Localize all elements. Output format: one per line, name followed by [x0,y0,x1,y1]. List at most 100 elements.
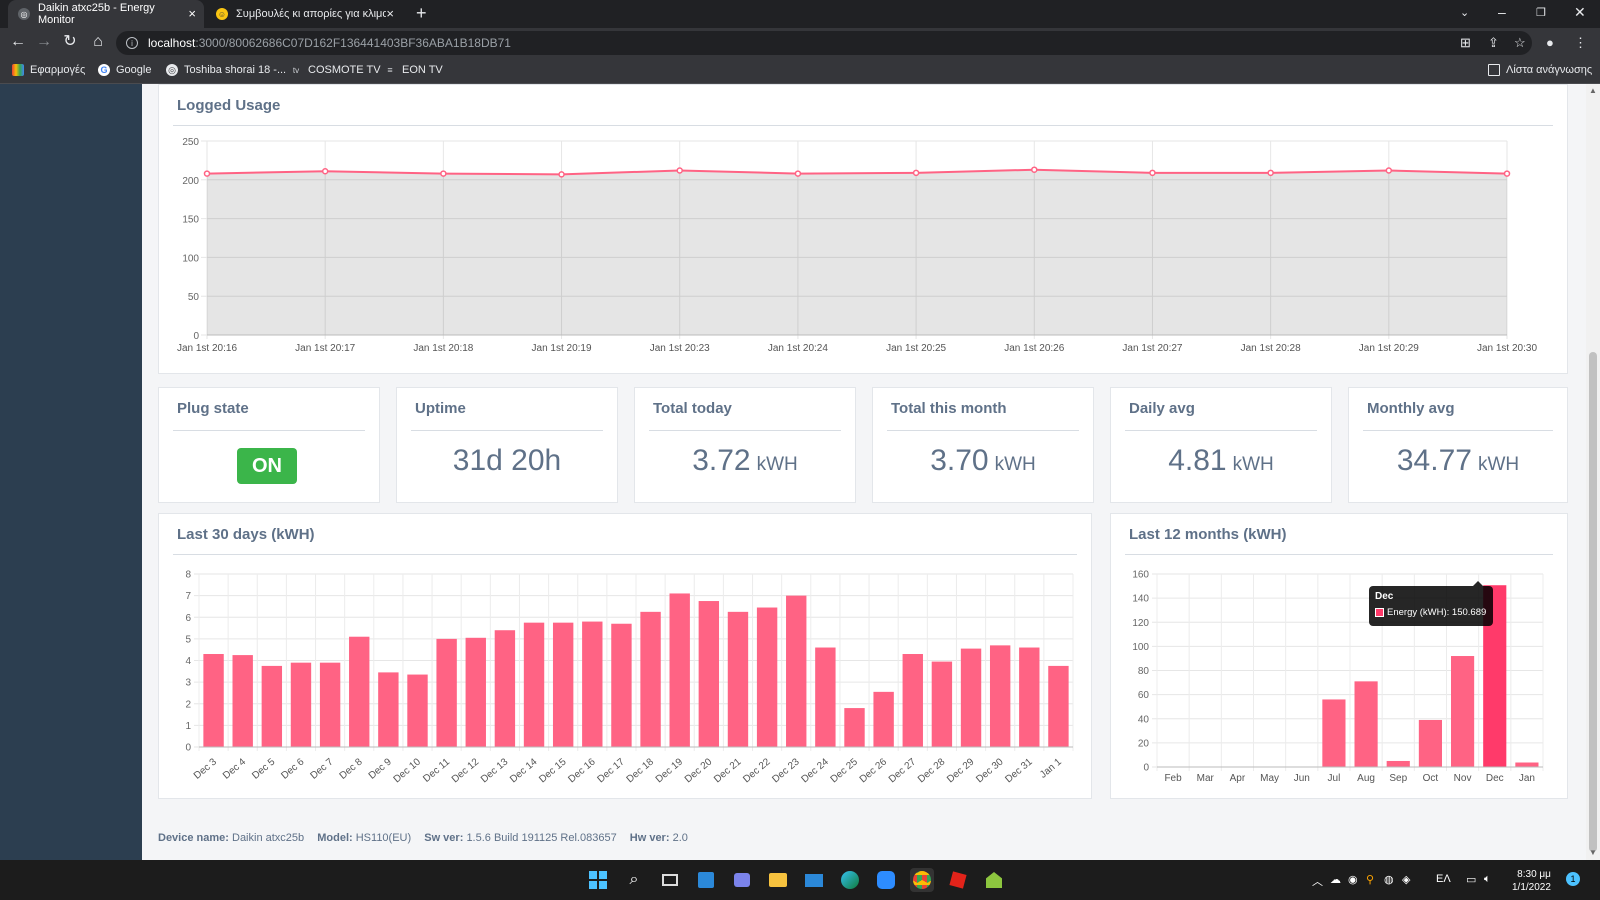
tray-app-icon[interactable]: ◈ [1402,874,1411,886]
monthly-avg-value: 34.77 kWH [1349,444,1567,478]
x-tick-label: Jan 1 [1038,756,1064,780]
scroll-up-icon[interactable]: ▲ [1589,86,1597,95]
monthly-avg-card: Monthly avg 34.77 kWH [1348,387,1568,503]
tray-app-icon[interactable]: ◉ [1348,874,1358,886]
zoom-icon[interactable] [874,868,898,892]
share-icon[interactable]: ⇪ [1488,35,1499,50]
url-path: :3000/80062686C07D162F136441403BF36ABA1B… [195,36,511,50]
y-tick-label: 40 [1138,714,1150,725]
bookmark-apps[interactable]: Εφαρμογές [12,64,85,76]
close-tab-icon[interactable]: × [386,6,394,21]
mail-icon[interactable] [802,868,826,892]
bookmark-google[interactable]: G Google [98,64,151,76]
y-tick-label: 7 [185,591,191,602]
bookmark-cosmote[interactable]: tv COSMOTE TV [290,64,381,76]
divider [1125,554,1553,555]
y-tick-label: 2 [185,699,191,710]
main-content: Logged Usage 0 50 100 150 200 250 Jan 1st 20:1… [142,84,1586,860]
task-view-icon[interactable] [658,868,682,892]
x-tick-label: Jan 1st 20:18 [413,343,473,354]
tray-app-icon[interactable]: ⚲ [1366,874,1375,886]
notification-badge[interactable]: 1 [1566,872,1580,886]
translate-icon[interactable]: ⊞ [1460,35,1471,50]
home-icon[interactable]: ⌂ [93,33,103,50]
network-icon[interactable]: ▭ [1466,874,1477,886]
divider [1125,430,1317,431]
volume-icon[interactable]: 🔈︎ [1484,873,1491,885]
x-tick-label: Jan 1st 20:19 [532,343,592,354]
bar [465,637,486,747]
address-bar[interactable]: i localhost:3000/80062686C07D162F1364414… [116,31,1532,55]
menu-dots-icon[interactable]: ⋮ [1574,35,1587,50]
tray-app-icon[interactable]: ◍ [1384,874,1394,886]
stat-number: 31d 20h [452,444,562,477]
onedrive-icon[interactable]: ☁ [1330,874,1341,886]
x-tick-label: Nov [1454,773,1472,784]
bar [552,622,574,747]
x-tick-label: Dec 26 [858,756,890,785]
app-icon[interactable] [982,868,1006,892]
tab-forum[interactable]: ☺ Συμβουλές κι απορίες για κλιματ × [206,0,402,28]
x-tick-label: Dec 8 [338,756,365,781]
bar [960,648,982,747]
card-title: Total this month [891,400,1007,417]
tab-title: Daikin atxc25b - Energy Monitor [37,2,155,26]
last-12-months-chart: 0 20 40 60 80 100 120 140 160 Feb Mar Apr May Jun Jul A… [1132,570,1544,784]
logged-usage-chart: 0 50 100 150 200 250 Jan 1st 20:16 Jan 1st 20:1… [177,137,1537,354]
chrome-icon[interactable] [910,868,934,892]
bookmark-eon[interactable]: ≡ EON TV [384,64,442,76]
bookmark-label: Toshiba shorai 18 -... [184,64,287,76]
roblox-icon[interactable] [946,868,970,892]
clock[interactable]: 8:30 μμ 1/1/2022 [1512,868,1551,894]
edge-icon[interactable] [838,868,862,892]
close-tab-icon[interactable]: × [188,6,196,21]
restore-icon[interactable]: ❐ [1536,7,1546,19]
plug-state-badge[interactable]: ON [237,448,297,484]
device-name-value: Daikin atxc25b [232,832,305,844]
y-tick-label: 0 [193,331,199,342]
minimize-icon[interactable]: – [1498,4,1506,20]
language-indicator[interactable]: ΕΛ [1436,873,1451,885]
bar [1418,719,1442,767]
scroll-down-icon[interactable]: ▼ [1589,848,1597,857]
sw-value: 1.5.6 Build 191125 Rel.083657 [466,832,617,844]
x-tick-label: Dec 19 [654,756,686,785]
tray-chevron-icon[interactable]: ︿ [1312,876,1323,888]
windows-start-icon[interactable] [586,868,610,892]
bar [669,593,690,747]
x-tick-label: Dec 29 [945,756,977,785]
bookmarks-bar: Εφαρμογές G Google ◎ Toshiba shorai 18 -… [0,58,1600,84]
back-icon[interactable]: ← [10,33,26,50]
bookmark-label: Εφαρμογές [30,64,86,76]
reload-icon[interactable]: ↻ [63,33,77,50]
reading-list[interactable]: Λίστα ανάγνωσης [1488,64,1592,76]
apps-grid-icon [12,64,24,76]
site-info-icon[interactable]: i [126,37,138,49]
scrollbar-thumb[interactable] [1589,352,1597,852]
x-tick-label: Dec 20 [683,756,715,785]
tab-search-icon[interactable]: ⌄ [1460,7,1470,19]
profile-icon[interactable]: ● [1546,35,1554,50]
bar [873,691,894,747]
close-window-icon[interactable]: ✕ [1574,4,1586,20]
search-icon[interactable]: ⌕ [629,871,639,888]
widgets-icon[interactable] [694,868,718,892]
data-point [676,167,683,174]
teams-icon[interactable] [730,868,754,892]
tooltip-caret [1473,581,1483,586]
y-tick-label: 140 [1132,594,1149,605]
x-tick-label: Dec [1486,773,1504,784]
forward-icon[interactable]: → [36,33,52,50]
file-explorer-icon[interactable] [766,868,790,892]
reading-list-label: Λίστα ανάγνωσης [1506,64,1593,76]
bookmark-star-icon[interactable]: ☆ [1514,35,1526,50]
bookmark-toshiba[interactable]: ◎ Toshiba shorai 18 -... [166,64,286,76]
card-title: Uptime [415,400,466,417]
page-scrollbar[interactable]: ▲ ▼ [1586,84,1600,860]
y-tick-label: 120 [1132,618,1149,629]
x-tick-label: Jan 1st 20:26 [1004,343,1064,354]
x-tick-label: Jan 1st 20:27 [1122,343,1182,354]
bar [1322,699,1346,767]
new-tab-icon[interactable]: + [416,3,427,23]
tab-energy-monitor[interactable]: ◎ Daikin atxc25b - Energy Monitor × [8,0,204,28]
